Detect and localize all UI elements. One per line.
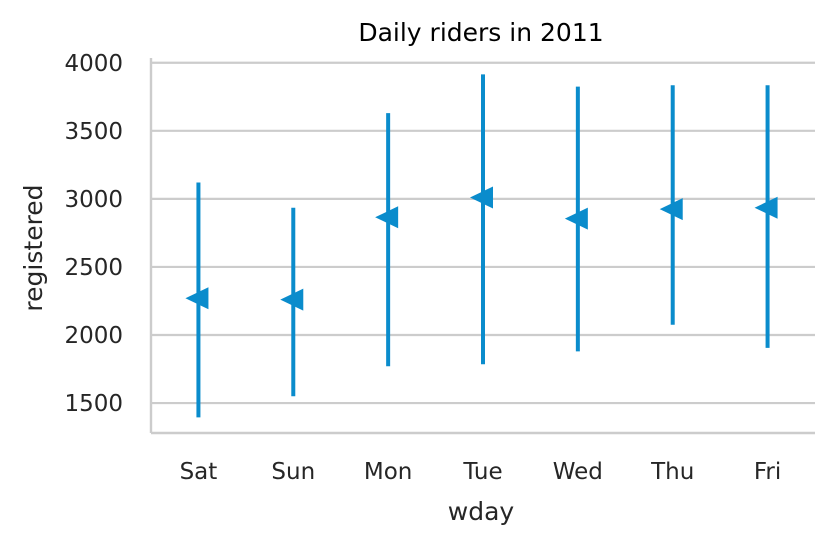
mean-marker xyxy=(564,207,588,230)
x-tick-labels: Sat Sun Mon Tue Wed Thu Fri xyxy=(180,459,782,485)
mean-marker xyxy=(754,196,778,219)
x-tick-label: Sun xyxy=(271,459,315,485)
mean-marker xyxy=(185,287,209,310)
y-tick-label: 4000 xyxy=(64,51,123,77)
x-axis-title: wday xyxy=(448,497,515,526)
error-bars xyxy=(185,74,778,418)
x-tick-label: Wed xyxy=(553,459,603,485)
y-tick-label: 3000 xyxy=(64,187,123,213)
y-tick-labels: 1500 2000 2500 3000 3500 4000 xyxy=(64,51,123,417)
y-axis-title: registered xyxy=(19,184,48,311)
x-tick-label: Sat xyxy=(180,459,218,485)
chart-title: Daily riders in 2011 xyxy=(358,18,603,47)
y-tick-label: 2500 xyxy=(64,255,123,281)
mean-marker xyxy=(280,288,304,311)
x-tick-label: Tue xyxy=(462,459,502,485)
x-tick-label: Fri xyxy=(754,459,781,485)
mean-marker xyxy=(470,186,493,209)
x-tick-label: Thu xyxy=(650,459,694,485)
mean-marker xyxy=(659,198,683,221)
y-tick-label: 1500 xyxy=(64,391,123,417)
y-tick-label: 3500 xyxy=(64,119,123,145)
mean-marker xyxy=(375,206,399,229)
x-tick-label: Mon xyxy=(364,459,413,485)
axes xyxy=(149,58,815,435)
y-tick-label: 2000 xyxy=(64,323,123,349)
